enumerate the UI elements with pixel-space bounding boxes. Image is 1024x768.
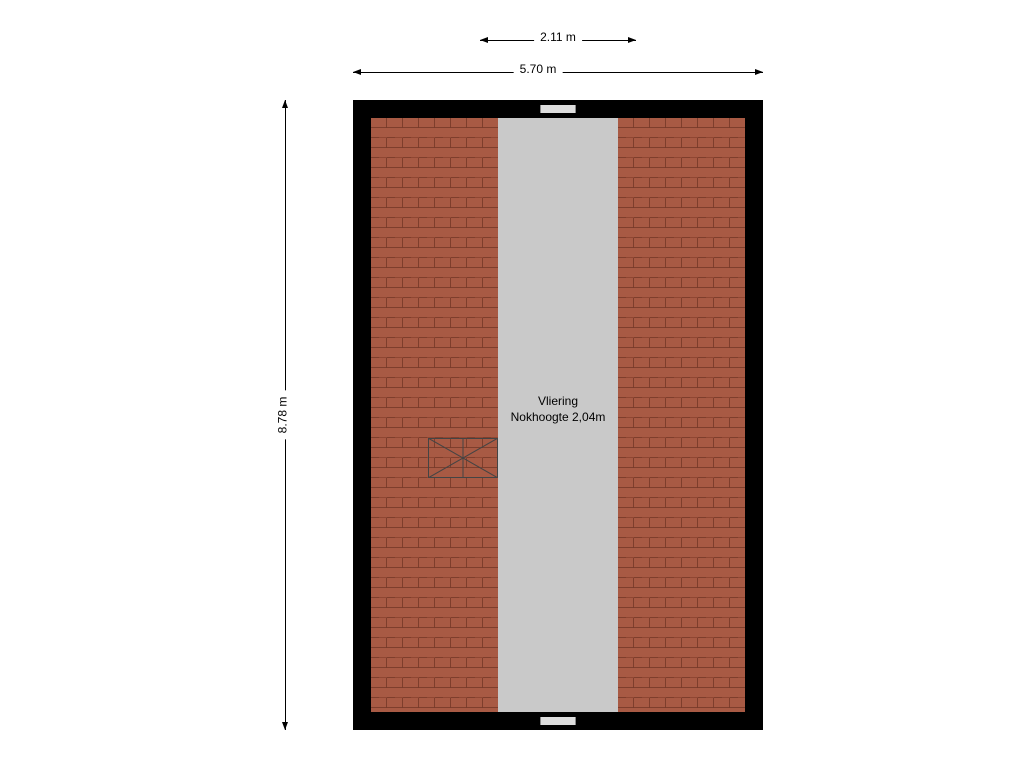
dimension-label-height-total: 8.78 m (275, 391, 289, 440)
floor-plan-canvas: { "canvas": { "width_px": 1024, "height_… (0, 0, 1024, 768)
roof-tiles-right (618, 118, 745, 712)
room-subtitle: Nokhoogte 2,04m (511, 409, 606, 425)
window-bottom (540, 717, 576, 725)
attic-hatch (428, 438, 498, 478)
attic-hatch-icon (428, 438, 498, 478)
roof-panel-right (618, 118, 745, 712)
roof-tiles-left (371, 118, 498, 712)
plan-walls: Vliering Nokhoogte 2,04m (353, 100, 763, 730)
dimension-label-width-total: 5.70 m (514, 62, 563, 76)
dimension-label-width-center: 2.11 m (534, 30, 582, 44)
room-name: Vliering (511, 393, 606, 409)
room-label: Vliering Nokhoogte 2,04m (511, 393, 606, 425)
plan-floor: Vliering Nokhoogte 2,04m (371, 118, 745, 712)
window-top (540, 105, 576, 113)
roof-panel-left (371, 118, 498, 712)
